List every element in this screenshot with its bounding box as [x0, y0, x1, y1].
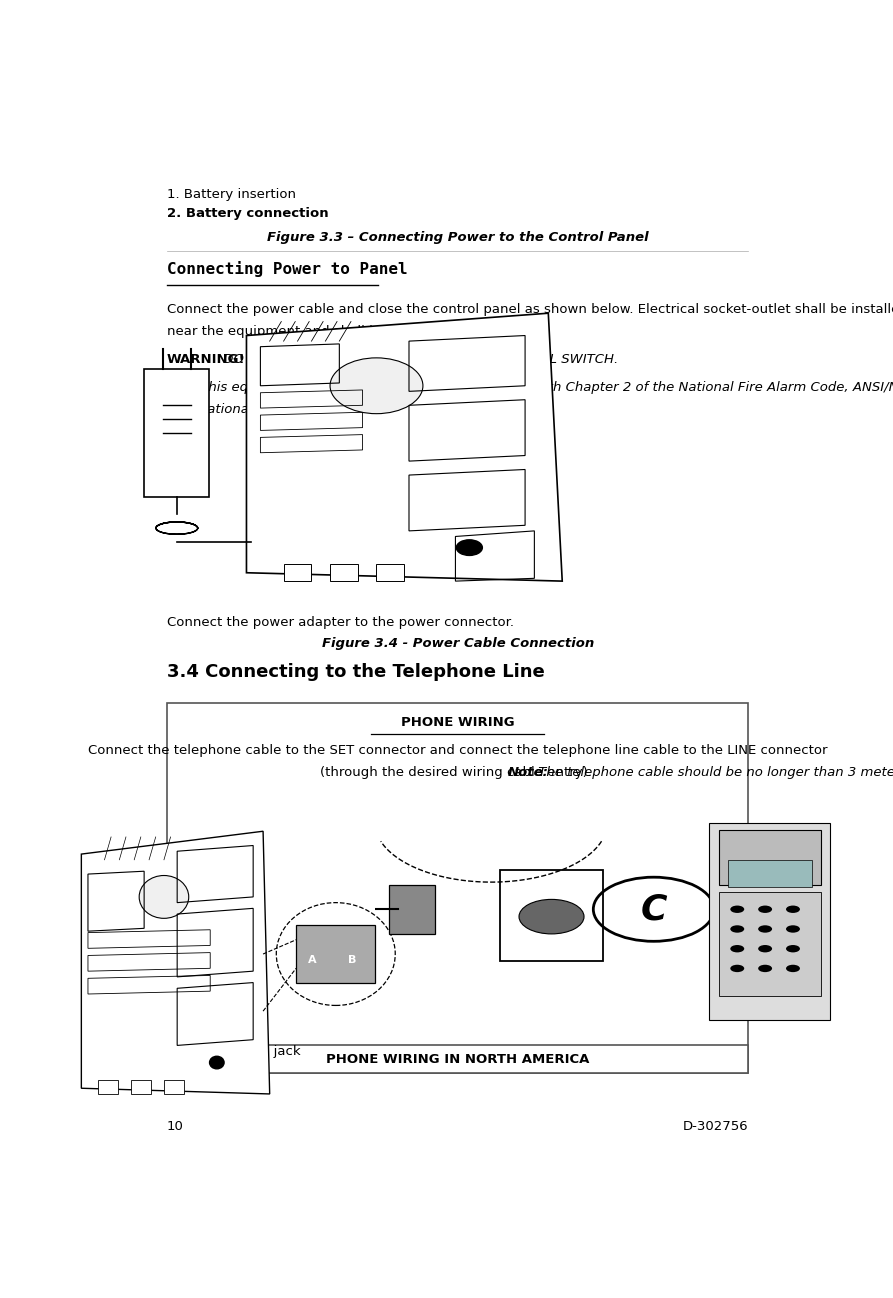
Text: Tel line wall jack: Tel line wall jack [188, 1045, 300, 1058]
Circle shape [330, 358, 423, 414]
Polygon shape [719, 831, 821, 885]
Text: 3.4 Connecting to the Telephone Line: 3.4 Connecting to the Telephone Line [167, 663, 545, 681]
Polygon shape [719, 892, 821, 996]
Text: A.: A. [174, 1007, 189, 1020]
Circle shape [456, 540, 482, 556]
Circle shape [730, 925, 744, 933]
Circle shape [786, 964, 800, 972]
Text: 1. Battery insertion: 1. Battery insertion [167, 188, 296, 201]
Text: SET: SET [189, 1007, 218, 1020]
Circle shape [786, 906, 800, 912]
Text: Connect the power adapter to the power connector.: Connect the power adapter to the power c… [167, 615, 514, 628]
Text: C.: C. [174, 1045, 188, 1058]
Text: 72, (National Fire Protection Association).: 72, (National Fire Protection Associatio… [167, 402, 443, 415]
Polygon shape [296, 925, 375, 983]
Circle shape [210, 1057, 224, 1068]
FancyBboxPatch shape [167, 704, 748, 1073]
Text: PHONE WIRING: PHONE WIRING [401, 716, 514, 729]
Polygon shape [81, 831, 270, 1094]
Text: B: B [348, 955, 356, 964]
Circle shape [139, 875, 188, 919]
Text: Connect the power cable and close the control panel as shown below. Electrical s: Connect the power cable and close the co… [167, 302, 893, 315]
Text: B.: B. [174, 1027, 189, 1040]
Circle shape [786, 925, 800, 933]
Circle shape [758, 945, 772, 953]
Text: The telephone cable should be no longer than 3 meters.: The telephone cable should be no longer … [534, 766, 893, 779]
Text: DO NOT USE AN OUTLET CONTROLLED BY A WALL SWITCH.: DO NOT USE AN OUTLET CONTROLLED BY A WAL… [219, 353, 618, 366]
Circle shape [758, 925, 772, 933]
Text: Note:: Note: [507, 766, 548, 779]
Text: C: C [640, 892, 667, 927]
Polygon shape [330, 565, 358, 582]
FancyBboxPatch shape [167, 1045, 748, 1073]
Text: 10: 10 [167, 1120, 184, 1133]
Text: A: A [308, 955, 317, 964]
Polygon shape [389, 885, 436, 935]
Polygon shape [246, 313, 563, 582]
FancyBboxPatch shape [500, 870, 603, 961]
Text: This equipment should be installed in accordance with Chapter 2 of the National : This equipment should be installed in ac… [196, 380, 893, 393]
Circle shape [730, 964, 744, 972]
Text: D-302756: D-302756 [683, 1120, 748, 1133]
Text: (through the desired wiring cable entry).: (through the desired wiring cable entry)… [320, 766, 596, 779]
Circle shape [758, 906, 772, 912]
Text: Connect the telephone cable to the SET connector and connect the telephone line : Connect the telephone cable to the SET c… [88, 745, 828, 758]
Circle shape [730, 945, 744, 953]
Text: Connecting Power to Panel: Connecting Power to Panel [167, 261, 407, 276]
Circle shape [730, 906, 744, 912]
Polygon shape [98, 1080, 118, 1094]
Circle shape [519, 900, 584, 935]
Polygon shape [377, 565, 405, 582]
Polygon shape [728, 859, 812, 887]
Circle shape [758, 964, 772, 972]
Text: near the equipment and shall be easily accessible.: near the equipment and shall be easily a… [167, 324, 506, 337]
Text: LINE: LINE [188, 1027, 221, 1040]
Text: PHONE WIRING IN NORTH AMERICA: PHONE WIRING IN NORTH AMERICA [326, 1053, 589, 1066]
Text: Note:: Note: [167, 380, 208, 393]
Polygon shape [709, 823, 830, 1020]
Text: 2. Battery connection: 2. Battery connection [167, 206, 329, 219]
Text: Figure 3.4 - Power Cable Connection: Figure 3.4 - Power Cable Connection [321, 637, 594, 650]
Circle shape [786, 945, 800, 953]
Text: Figure 3.3 – Connecting Power to the Control Panel: Figure 3.3 – Connecting Power to the Con… [267, 231, 648, 244]
Polygon shape [284, 565, 312, 582]
Polygon shape [164, 1080, 184, 1094]
Text: WARNING!: WARNING! [167, 353, 246, 366]
Polygon shape [145, 369, 209, 497]
Polygon shape [131, 1080, 151, 1094]
